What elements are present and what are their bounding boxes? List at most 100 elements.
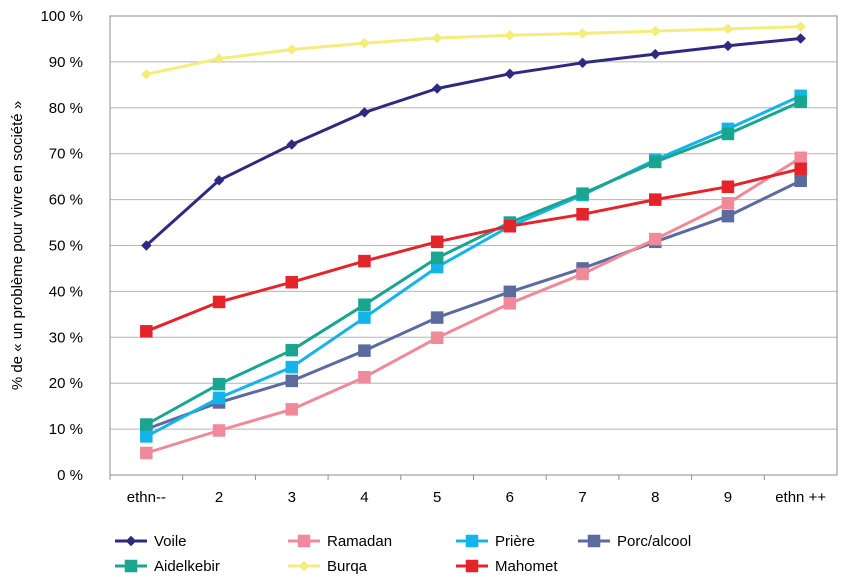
data-point-ramadan	[358, 370, 371, 384]
legend-swatch-marker	[297, 534, 311, 548]
legend-swatch-marker	[298, 560, 310, 572]
y-tick-label: 30 %	[49, 329, 83, 346]
y-tick-label: 20 %	[49, 375, 83, 392]
y-tick-label: 70 %	[49, 146, 83, 163]
data-point-porc-alcool	[721, 209, 735, 223]
x-tick-label: 9	[724, 489, 732, 506]
legend-swatch-marker	[124, 559, 138, 573]
x-tick-label: 8	[651, 489, 659, 506]
data-point-mahomet	[503, 219, 517, 233]
data-point-voile	[213, 174, 225, 186]
data-point-ramadan	[794, 151, 807, 165]
x-tick-label: 5	[433, 489, 441, 506]
legend-swatch-marker	[587, 534, 601, 548]
legend-item-voile: Voile	[115, 533, 187, 550]
data-point-ramadan	[430, 331, 444, 345]
x-tick-label: 2	[215, 489, 223, 506]
legend: Voile Ramadan Prière Porc/alcool Aidelkebir B…	[115, 533, 691, 575]
series-line-ramadan	[145, 156, 802, 455]
y-tick-label: 100 %	[40, 8, 83, 25]
series-points-ramadan	[140, 151, 807, 460]
data-point-voile	[504, 68, 516, 80]
data-point-mahomet	[140, 325, 153, 338]
y-tick-label: 90 %	[49, 54, 83, 71]
data-point-voile	[649, 48, 661, 60]
data-point-aidelkebir	[794, 95, 807, 109]
legend-label: Burqa	[327, 558, 368, 575]
data-point-voile	[722, 40, 734, 52]
series-line-porc-alcool	[145, 179, 802, 431]
data-point-voile	[795, 33, 807, 44]
y-axis-ticks: 0 % 10 % 20 % 30 % 40 % 50 % 60 % 70 % 80 % 90 % 1…	[40, 8, 83, 484]
data-point-burqa	[140, 68, 152, 80]
series-markers	[140, 21, 807, 460]
legend-item-porc-alcool: Porc/alcool	[578, 533, 691, 550]
data-point-aidelkebir	[358, 298, 371, 311]
data-point-burqa	[649, 25, 661, 37]
data-point-mahomet	[285, 275, 298, 289]
y-tick-label: 50 %	[49, 238, 83, 255]
legend-label: Aidelkebir	[154, 558, 220, 575]
data-point-burqa	[504, 29, 516, 41]
data-point-mahomet	[721, 180, 735, 193]
data-point-ramadan	[503, 297, 517, 310]
series-points-burqa	[140, 21, 807, 80]
legend-swatch-marker	[125, 535, 137, 547]
legend-label: Mahomet	[495, 558, 558, 575]
data-point-mahomet	[649, 193, 662, 206]
x-tick-label: 3	[288, 489, 296, 506]
data-point-porc-alcool	[794, 174, 807, 188]
data-point-mahomet	[576, 208, 589, 221]
data-point-mahomet	[358, 254, 371, 268]
data-point-ramadan	[212, 424, 226, 437]
data-point-voile	[359, 107, 370, 118]
series-line-pri-re	[145, 94, 802, 438]
data-point-mahomet	[794, 162, 807, 176]
data-point-aidelkebir	[649, 155, 662, 169]
data-point-burqa	[577, 28, 588, 39]
y-axis-label: % de « un problème pour vivre en société…	[9, 101, 26, 390]
data-point-aidelkebir	[212, 377, 226, 391]
data-point-porc-alcool	[285, 374, 298, 388]
x-tick-label: ethn ++	[775, 489, 826, 506]
x-axis-ticks: ethn-- 2 3 4 5 6 7 8 9 ethn ++	[109, 475, 826, 506]
x-tick-label: 4	[360, 489, 368, 506]
legend-swatch-marker	[465, 534, 479, 548]
y-tick-label: 10 %	[49, 421, 83, 438]
data-point-voile	[140, 240, 152, 251]
data-point-burqa	[722, 23, 734, 35]
data-point-burqa	[213, 53, 225, 65]
data-point-pri-re	[285, 360, 298, 374]
x-tick-label: ethn--	[127, 489, 166, 506]
data-point-porc-alcool	[503, 285, 517, 299]
y-tick-label: 80 %	[49, 100, 83, 117]
data-point-pri-re	[212, 391, 226, 405]
data-point-ramadan	[649, 232, 662, 246]
data-point-ramadan	[140, 446, 153, 460]
data-point-ramadan	[576, 267, 589, 281]
data-point-voile	[577, 57, 588, 69]
legend-label: Voile	[154, 533, 187, 550]
y-tick-label: 0 %	[57, 467, 83, 484]
legend-item-ramadan: Ramadan	[288, 533, 392, 550]
legend-item-aidelkebir: Aidelkebir	[115, 558, 220, 575]
data-point-voile	[431, 83, 443, 94]
series-points-aidelkebir	[140, 95, 807, 431]
data-point-aidelkebir	[721, 127, 735, 141]
series-line-burqa	[145, 25, 801, 76]
x-tick-label: 7	[578, 489, 586, 506]
data-point-aidelkebir	[430, 251, 444, 265]
series-line-voile	[145, 37, 801, 247]
data-point-porc-alcool	[430, 311, 444, 324]
legend-label: Ramadan	[327, 533, 392, 550]
data-point-ramadan	[285, 403, 298, 416]
legend-swatch-marker	[465, 559, 479, 573]
x-tick-label: 6	[506, 489, 514, 506]
series-lines	[145, 25, 802, 455]
data-point-burqa	[795, 21, 807, 32]
data-point-voile	[286, 139, 298, 150]
data-point-burqa	[431, 32, 443, 44]
data-point-pri-re	[358, 311, 371, 324]
data-point-pri-re	[140, 430, 153, 443]
